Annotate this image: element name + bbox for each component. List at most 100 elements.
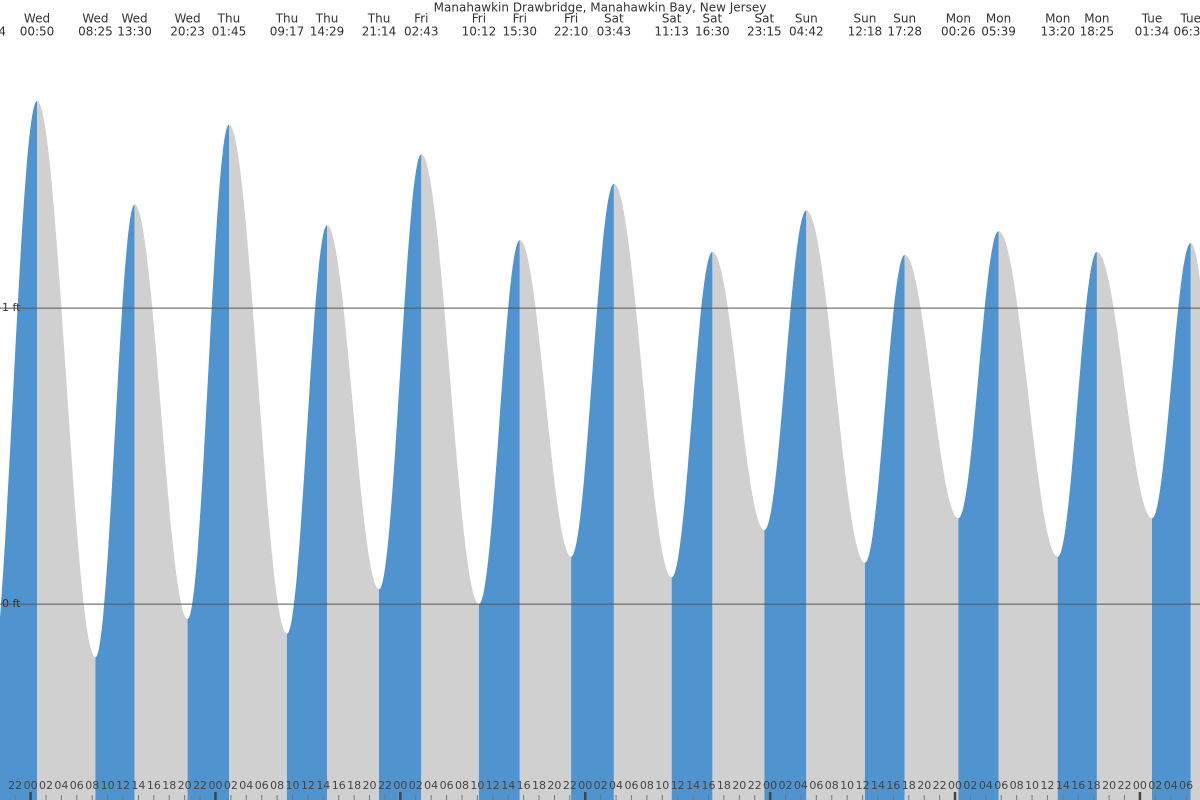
event-time: 11:13 — [654, 25, 689, 39]
x-tick-label: 04 — [794, 779, 808, 792]
rising-tide — [1152, 243, 1191, 800]
rising-tide — [571, 183, 614, 800]
rising-tide — [864, 254, 905, 800]
event-day: Mon — [1084, 12, 1109, 26]
x-tick-label: 08 — [455, 779, 469, 792]
x-tick-label: 12 — [301, 779, 315, 792]
x-tick-label: 06 — [440, 779, 454, 792]
x-tick-label: 10 — [286, 779, 300, 792]
y-tick-label: 0 ft — [2, 597, 21, 610]
rising-tide — [958, 231, 999, 800]
x-tick-label: 04 — [424, 779, 438, 792]
x-tick-label: 02 — [1148, 779, 1162, 792]
x-tick-label: 10 — [840, 779, 854, 792]
x-tick-label: 02 — [224, 779, 238, 792]
event-time: 15:30 — [502, 25, 537, 39]
falling-tide — [519, 240, 572, 800]
event-day: Wed — [121, 12, 147, 26]
x-tick-label: 22 — [8, 779, 22, 792]
x-tick-label: 18 — [1087, 779, 1101, 792]
rising-tide — [1057, 251, 1097, 800]
rising-tide — [671, 251, 713, 800]
event-time: 03:43 — [597, 25, 632, 39]
event-time: 05:39 — [981, 25, 1016, 39]
x-tick-label: 04 — [979, 779, 993, 792]
x-tick-label: 20 — [732, 779, 746, 792]
event-day: Mon — [1045, 12, 1070, 26]
x-tick-label: 10 — [101, 779, 115, 792]
event-day: Mon — [986, 12, 1011, 26]
event-time: 20:23 — [170, 25, 205, 39]
event-day: Sat — [755, 12, 775, 26]
x-tick-label: 18 — [347, 779, 361, 792]
event-time: 10:12 — [462, 25, 497, 39]
falling-tide — [613, 183, 672, 800]
event-day: Fri — [564, 12, 578, 26]
x-tick-label: 22 — [1118, 779, 1132, 792]
event-day: Sat — [703, 12, 723, 26]
falling-tide — [998, 231, 1058, 800]
event-day: Wed — [82, 12, 108, 26]
x-tick-label: 20 — [547, 779, 561, 792]
x-tick-label: 20 — [363, 779, 377, 792]
x-tick-label: 12 — [486, 779, 500, 792]
x-tick-label: 10 — [1025, 779, 1039, 792]
event-day: Sat — [604, 12, 624, 26]
event-time: 17:28 — [887, 25, 922, 39]
x-tick-label: 20 — [178, 779, 192, 792]
event-day: Sun — [893, 12, 916, 26]
event-time: 14:29 — [310, 25, 345, 39]
x-tick-label: 18 — [902, 779, 916, 792]
x-tick-label: 22 — [193, 779, 207, 792]
event-day: Thu — [217, 12, 241, 26]
x-tick-label: 10 — [655, 779, 669, 792]
falling-tide — [1096, 251, 1152, 800]
x-tick-label: 04 — [609, 779, 623, 792]
event-time: 09:17 — [270, 25, 305, 39]
x-tick-label: 02 — [963, 779, 977, 792]
falling-tide — [806, 210, 865, 800]
x-tick-label: 04 — [54, 779, 68, 792]
x-tick-label: 04 — [1164, 779, 1178, 792]
x-tick-label: 14 — [686, 779, 700, 792]
x-tick-label: 02 — [39, 779, 53, 792]
x-tick-label: 16 — [886, 779, 900, 792]
x-tick-label: 16 — [517, 779, 531, 792]
y-tick-label: 1 ft — [2, 301, 21, 314]
rising-tide — [187, 124, 229, 800]
rising-tide — [379, 154, 422, 800]
rising-tide — [287, 225, 327, 800]
x-tick-label: 14 — [131, 779, 145, 792]
event-day: Sun — [795, 12, 818, 26]
event-day: Mon — [946, 12, 971, 26]
event-day: Wed — [24, 12, 50, 26]
event-day: Thu — [367, 12, 391, 26]
x-tick-label: 00 — [1133, 779, 1147, 792]
event-time: 00:26 — [941, 25, 976, 39]
falling-tide — [37, 100, 96, 800]
x-tick-label: 00 — [393, 779, 407, 792]
event-time: 01:45 — [212, 25, 247, 39]
event-day: Tue — [1141, 12, 1163, 26]
x-tick-label: 06 — [255, 779, 269, 792]
event-day: Fri — [414, 12, 428, 26]
x-tick-label: 18 — [162, 779, 176, 792]
x-tick-label: 14 — [316, 779, 330, 792]
event-time: 04:42 — [789, 25, 824, 39]
event-day: Wed — [175, 12, 201, 26]
event-time: 08:25 — [78, 25, 113, 39]
event-time: 13:30 — [117, 25, 152, 39]
falling-tide — [327, 225, 379, 800]
x-tick-label: 12 — [671, 779, 685, 792]
event-time: 00:50 — [20, 25, 55, 39]
falling-tide — [1190, 243, 1200, 800]
x-tick-label: 22 — [933, 779, 947, 792]
x-tick-label: 14 — [501, 779, 515, 792]
x-tick-label: 00 — [763, 779, 777, 792]
x-tick-label: 22 — [378, 779, 392, 792]
event-time: 22:10 — [554, 25, 589, 39]
x-tick-label: 02 — [594, 779, 608, 792]
x-tick-label: 14 — [871, 779, 885, 792]
event-time: 23:15 — [747, 25, 782, 39]
